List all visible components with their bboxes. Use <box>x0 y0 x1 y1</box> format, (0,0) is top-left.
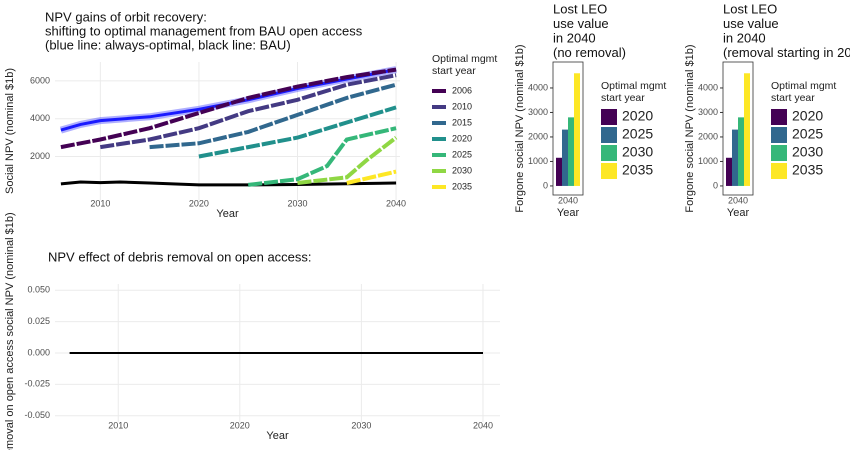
legend-label: 2035 <box>452 181 472 191</box>
legend-label: 2025 <box>452 149 472 159</box>
chart-title: (no removal) <box>553 45 626 60</box>
y-tick-label: 6000 <box>30 75 50 85</box>
chart-title: in 2040 <box>723 30 766 45</box>
chart-title: NPV effect of debris removal on open acc… <box>48 249 312 264</box>
legend-swatch <box>601 145 617 161</box>
y-axis-label: Forgone social NPV (nominal $1b) <box>514 44 526 212</box>
x-axis-label: Year <box>216 208 239 220</box>
chart-title: (removal starting in 20 <box>723 45 850 60</box>
bar <box>744 73 750 186</box>
series-line <box>346 169 397 185</box>
bar <box>738 117 744 186</box>
y-tick-label: 1000 <box>698 156 718 166</box>
y-tick-label: 4000 <box>698 82 718 92</box>
bar <box>732 129 738 186</box>
y-tick-label: 2000 <box>698 131 718 141</box>
legend-swatch <box>771 163 787 179</box>
legend-swatch <box>771 109 787 125</box>
legend-label: 2030 <box>792 144 823 160</box>
y-tick-label: -0.050 <box>24 410 50 420</box>
chart-title: shifting to optimal management from BAU … <box>45 23 363 38</box>
x-tick-label: 2040 <box>386 198 406 208</box>
x-tick-label: 2010 <box>90 198 110 208</box>
y-tick-label: 0 <box>543 180 548 190</box>
x-axis-label: Year <box>266 430 289 442</box>
x-tick-label: 2040 <box>558 195 578 205</box>
x-tick-label: 2030 <box>351 420 371 430</box>
y-tick-label: 0.050 <box>27 285 50 295</box>
legend-label: 2020 <box>622 108 653 124</box>
y-tick-label: 0.025 <box>27 316 50 326</box>
y-axis-label: Social NPV (nominal $1b) <box>4 68 16 194</box>
legend-label: 2020 <box>792 108 823 124</box>
x-tick-label: 2010 <box>108 420 128 430</box>
chart-title: in 2040 <box>553 30 596 45</box>
legend-title: Optimal mgmt <box>601 80 666 92</box>
legend-label: 2030 <box>622 144 653 160</box>
legend-label: 2035 <box>622 162 653 178</box>
legend-title: start year <box>771 92 815 104</box>
y-tick-label: -0.025 <box>24 379 50 389</box>
y-tick-label: 2000 <box>528 131 548 141</box>
y-tick-label: 0 <box>713 180 718 190</box>
x-axis-label: Year <box>727 207 750 219</box>
x-tick-label: 2020 <box>189 198 209 208</box>
legend-swatch <box>601 127 617 143</box>
series-line <box>247 126 397 187</box>
legend-title: start year <box>601 92 645 104</box>
series-line <box>149 82 397 150</box>
bar <box>574 73 580 186</box>
y-tick-label: 4000 <box>528 82 548 92</box>
series-line <box>99 73 397 150</box>
legend-label: 2006 <box>452 85 472 95</box>
chart-title: use value <box>553 16 609 31</box>
y-tick-label: 3000 <box>698 107 718 117</box>
legend-label: 2015 <box>452 117 472 127</box>
legend-label: 2025 <box>622 126 653 142</box>
x-tick-label: 2040 <box>728 195 748 205</box>
legend-title: start year <box>432 65 476 77</box>
x-axis-label: Year <box>557 207 580 219</box>
chart-title: Lost LEO <box>723 1 777 16</box>
panel-frame <box>722 61 754 196</box>
series-line <box>297 136 398 185</box>
legend-title: Optimal mgmt <box>771 80 836 92</box>
y-axis-label: Forgone social NPV (nominal $1b) <box>684 44 696 212</box>
legend-swatch <box>601 163 617 179</box>
bar <box>726 157 732 186</box>
legend-swatch <box>771 145 787 161</box>
x-tick-label: 2030 <box>287 198 307 208</box>
y-tick-label: 2000 <box>30 151 50 161</box>
legend-label: 2020 <box>452 133 472 143</box>
legend-title: Optimal mgmt <box>432 53 497 65</box>
chart-title: NPV gains of orbit recovery: <box>45 9 207 24</box>
x-tick-label: 2020 <box>230 420 250 430</box>
y-axis-label: Debris removal on open access social NPV… <box>4 212 16 450</box>
series-line <box>60 67 397 150</box>
chart-title: (blue line: always-optimal, black line: … <box>45 37 291 52</box>
chart-title: Lost LEO <box>553 1 607 16</box>
panel-frame <box>552 61 584 196</box>
legend-swatch <box>601 109 617 125</box>
legend-label: 2025 <box>792 126 823 142</box>
legend-label: 2010 <box>452 101 472 111</box>
legend-label: 2030 <box>452 165 472 175</box>
y-tick-label: 4000 <box>30 113 50 123</box>
bar <box>568 117 574 186</box>
y-tick-label: 3000 <box>528 107 548 117</box>
y-tick-label: 0.000 <box>27 347 50 357</box>
chart-title: use value <box>723 16 779 31</box>
series-line <box>60 180 397 187</box>
x-tick-label: 2040 <box>473 420 493 430</box>
series-line <box>198 105 397 159</box>
y-tick-label: 1000 <box>528 156 548 166</box>
legend-label: 2035 <box>792 162 823 178</box>
bar <box>556 157 562 186</box>
legend-swatch <box>771 127 787 143</box>
bar <box>562 129 568 186</box>
